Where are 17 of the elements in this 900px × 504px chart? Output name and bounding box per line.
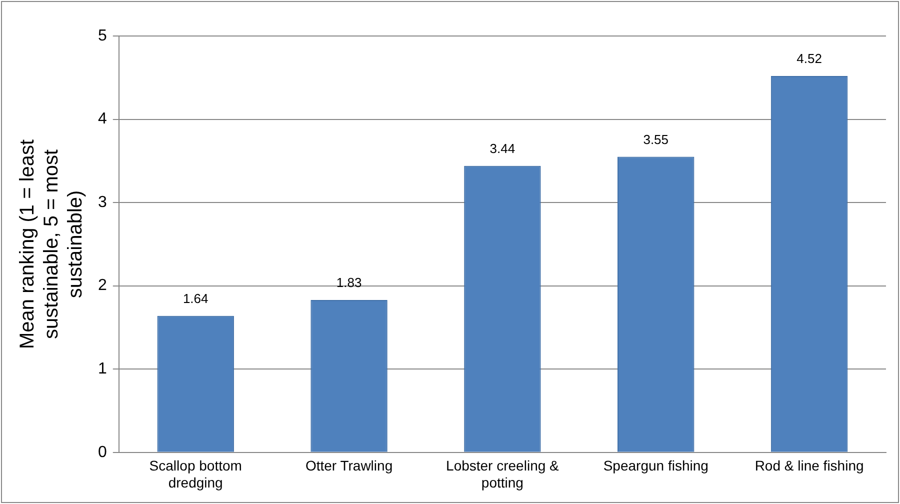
- y-tick-label: 0: [98, 444, 107, 461]
- y-tick-label: 4: [98, 110, 107, 128]
- data-label: 3.44: [490, 140, 516, 156]
- data-label: 1.83: [336, 275, 362, 290]
- x-tick-label: Lobster creeling & potting: [446, 458, 560, 490]
- y-tick-label: 1: [98, 360, 107, 378]
- x-tick-label: Otter Trawling: [305, 458, 393, 474]
- y-tick-label: 3: [98, 194, 107, 211]
- data-label: 3.55: [643, 132, 669, 147]
- data-label: 1.64: [182, 290, 208, 306]
- x-tick-label: Speargun fishing: [603, 458, 708, 474]
- y-axis-title: Mean ranking (1 = least sustainable, 5 = most sustainable): [16, 138, 87, 349]
- x-tick-label: Rod & line fishing: [754, 458, 864, 474]
- y-tick-label: 5: [98, 27, 107, 44]
- data-label: 4.52: [796, 51, 822, 66]
- x-tick-label: Scallop bottom dredging: [149, 458, 242, 490]
- y-tick-label: 2: [98, 277, 107, 294]
